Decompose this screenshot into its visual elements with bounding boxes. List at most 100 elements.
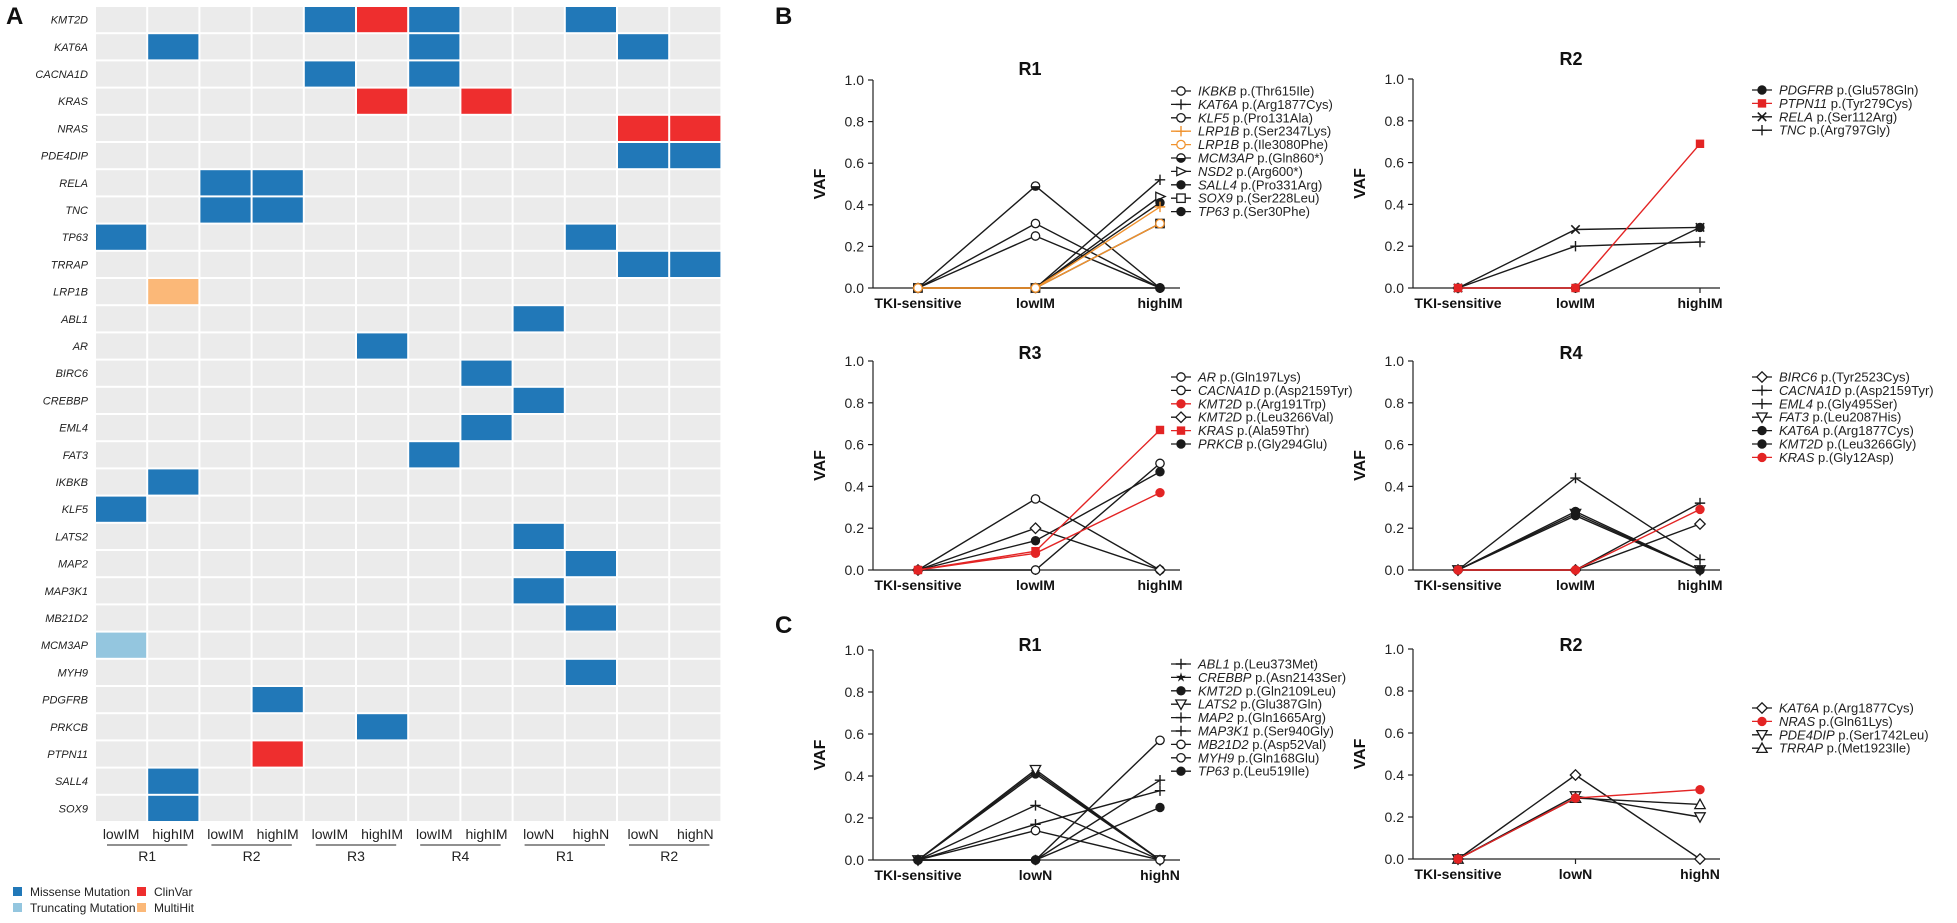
series-legend: ABL1 p.(Leu373Met)CREBBP p.(Asn2143Ser)K… [1171,657,1346,779]
legend-entry-crebbp: CREBBP p.(Asn2143Ser) [1198,670,1346,685]
heatmap-cell-empty [409,279,460,305]
legend-entry-kmt2d: KMT2D p.(Leu3266Gly) [1779,437,1916,452]
heatmap-cell-empty [513,714,564,740]
heatmap-cell-empty [200,795,251,821]
chart-title: R1 [1018,635,1041,655]
heatmap-cell-empty [148,306,199,332]
group-label-r2: R2 [660,848,678,864]
y-tick-label: 0.6 [1385,155,1405,171]
series-line-sall4 [918,202,1161,289]
heatmap-cell-empty [461,469,512,495]
data-point [1693,517,1707,531]
data-point-fill [1031,186,1040,191]
heatmap-cell-empty [200,415,251,441]
legend-mutation: p.(Asn2143Ser) [1251,670,1346,685]
legend-mutation: p.(Arg191Trp) [1242,396,1326,411]
line-chart-b-r1: 0.0 0.2 0.4 0.6 0.8 1.0 TKI-sensitive lowIM high… [812,59,1333,311]
heatmap-cell-empty [148,115,199,141]
x-tick-label: lowIM [1556,295,1595,311]
heatmap-cell-empty [618,741,669,767]
legend-mutation: p.(Pro131Ala) [1229,110,1313,125]
heatmap-cell-empty [513,34,564,60]
heatmap-cell-empty [565,170,616,196]
heatmap-cell-empty [200,632,251,658]
y-tick-label: 0.6 [1385,437,1405,453]
heatmap-cell-empty [304,279,355,305]
heatmap-cell-empty [148,714,199,740]
heatmap-cell-empty [96,7,147,33]
heatmap-cell-empty [513,605,564,631]
heatmap-cell-empty [200,7,251,33]
heatmap-cell-empty [409,387,460,413]
heatmap-cell-empty [357,415,408,441]
heatmap-cell-empty [200,115,251,141]
data-point [1757,99,1767,108]
data-point [1155,487,1165,498]
y-tick-label: 0.2 [1385,809,1405,825]
heatmap-cell-empty [252,387,303,413]
heatmap-cell-empty [409,88,460,114]
heatmap-cell-empty [618,632,669,658]
heatmap-cell-empty [565,687,616,713]
legend-gene: TP63 [1198,764,1230,779]
chart-title: R2 [1559,635,1582,655]
heatmap-cell-ar-missense [357,333,408,359]
x-tick-label: TKI-sensitive [874,295,961,311]
heatmap-cell-empty [96,360,147,386]
data-point [1030,800,1041,811]
legend-mutation: p.(Thr615Ile) [1236,84,1314,99]
x-tick-label: TKI-sensitive [1414,866,1501,882]
data-point [1176,385,1186,396]
data-point [1030,218,1041,229]
heatmap-cell-empty [670,224,721,250]
group-label-r1: R1 [138,848,156,864]
legend-entry-ptpn11: PTPN11 p.(Tyr279Cys) [1779,96,1912,111]
heatmap-cell-empty [304,251,355,277]
heatmap-cell-empty [148,523,199,549]
heatmap-cell-empty [200,523,251,549]
heatmap-cell-empty [618,197,669,223]
data-point [1155,467,1165,477]
series-line-ptpn11 [1458,143,1701,289]
heatmap-cell-empty [513,768,564,794]
heatmap-cell-empty [200,442,251,468]
heatmap-cell-empty [513,469,564,495]
group-label-r2: R2 [243,848,261,864]
heatmap-cell-empty [670,7,721,33]
column-label-lowim: lowIM [416,826,453,842]
heatmap-cell-empty [200,496,251,522]
y-axis-label: VAF [1352,168,1369,199]
gene-label-lats2: LATS2 [55,531,88,543]
data-point [1694,554,1706,565]
heatmap-cell-empty [618,387,669,413]
legend-mutation: p.(Arg600*) [1233,164,1303,179]
group-label-r1: R1 [556,848,574,864]
heatmap-cell-empty [670,795,721,821]
heatmap-cell-empty [409,605,460,631]
data-point [1757,85,1767,95]
heatmap-cell-empty [565,415,616,441]
heatmap-cell-empty [461,224,512,250]
data-point [1757,439,1767,449]
heatmap-cell-empty [304,714,355,740]
heatmap-cell-map2-missense [565,551,616,577]
heatmap-cell-empty [304,523,355,549]
legend-mutation: p.(Gln61Lys) [1815,714,1893,729]
heatmap-cell-empty [200,34,251,60]
heatmap-cell-empty [148,197,199,223]
legend-entry-kras: KRAS p.(Ala59Thr) [1198,423,1309,438]
heatmap-cell-empty [618,7,669,33]
gene-label-myh9: MYH9 [57,667,88,679]
heatmap-cell-empty [148,7,199,33]
heatmap-cell-empty [148,251,199,277]
heatmap-cell-empty [148,551,199,577]
heatmap-cell-empty [565,632,616,658]
heatmap-cell-empty [96,170,147,196]
x-tick-label: highN [1680,866,1720,882]
heatmap-cell-empty [148,333,199,359]
legend-mutation: p.(Arg1877Cys) [1238,97,1333,112]
chart-title: R2 [1559,49,1582,69]
heatmap-cell-empty [461,632,512,658]
heatmap-cell-tp63-missense [96,224,147,250]
gene-label-abl1: ABL1 [60,314,88,326]
